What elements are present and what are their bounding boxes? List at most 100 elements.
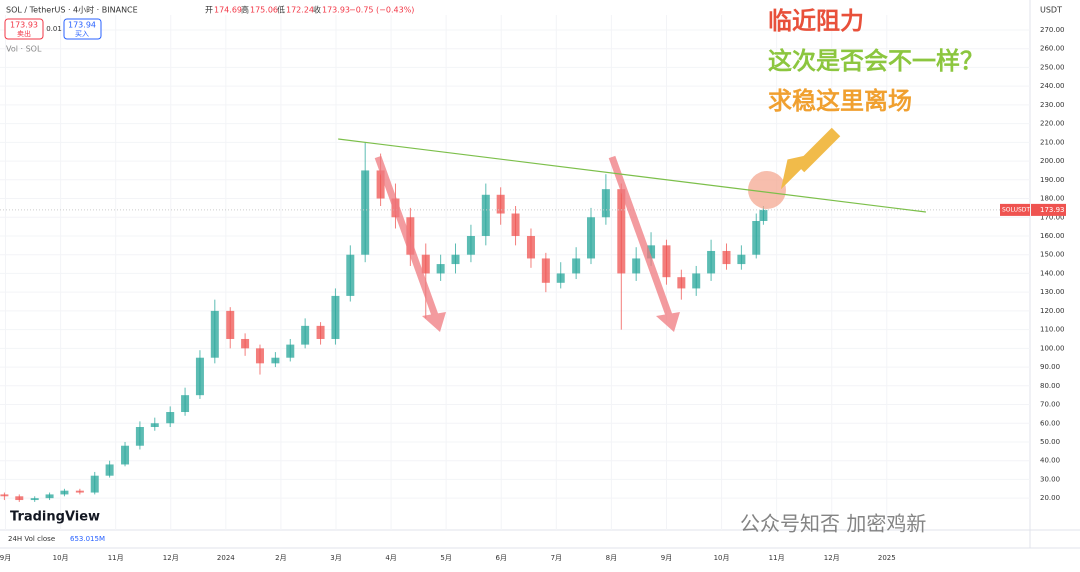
y-tick-label: 250.00	[1040, 63, 1065, 71]
x-tick-label: 2月	[275, 554, 286, 562]
sell-button[interactable]	[4, 18, 44, 40]
y-tick-label: 270.00	[1040, 26, 1065, 34]
candle-body	[210, 310, 219, 358]
candle-body	[759, 209, 768, 221]
candle-body	[541, 258, 550, 283]
ohlc-value: 172.24	[286, 6, 314, 15]
buy-label[interactable]: 买入	[75, 30, 89, 38]
candle-body	[150, 423, 159, 427]
y-tick-label: 140.00	[1040, 269, 1065, 277]
arrow	[780, 127, 841, 190]
buy-button[interactable]	[63, 18, 102, 40]
candle-body	[271, 357, 280, 364]
candle-body	[331, 295, 340, 339]
candle-body	[662, 245, 671, 278]
x-tick-label: 11月	[108, 554, 124, 562]
buy-price[interactable]: 173.94	[68, 21, 96, 30]
candle-body	[316, 325, 325, 339]
x-tick-label: 5月	[440, 554, 451, 562]
candle-body	[241, 338, 250, 349]
x-tick-label: 10月	[714, 554, 730, 562]
y-tick-label: 150.00	[1040, 251, 1065, 259]
candle-body	[587, 217, 596, 259]
x-tick-label: 11月	[769, 554, 785, 562]
candle-body	[60, 490, 69, 495]
candle-body	[361, 170, 370, 255]
y-tick-label: 70.00	[1040, 401, 1060, 409]
x-tick-label: 9月	[0, 554, 11, 562]
y-tick-label: 170.00	[1040, 213, 1065, 221]
footer-label: 24H Vol close	[8, 535, 55, 543]
y-tick-label: 230.00	[1040, 101, 1065, 109]
candle-body	[30, 498, 39, 501]
candle-body	[572, 258, 581, 274]
candle-body	[166, 412, 175, 424]
price-tag-box	[1031, 203, 1066, 216]
price-tag-value: 173.93	[1040, 206, 1065, 214]
candle-body	[707, 250, 716, 274]
x-tick-label: 9月	[661, 554, 672, 562]
candle-body	[511, 213, 520, 236]
change: −0.75 (−0.43%)	[349, 6, 414, 15]
candle-body	[45, 494, 54, 499]
candle-body	[617, 189, 626, 274]
y-tick-label: 240.00	[1040, 82, 1065, 90]
candle-body	[376, 170, 385, 199]
candle-body	[75, 490, 84, 493]
arrow	[374, 155, 680, 332]
watermark: 公众号知否 加密鸡新	[740, 512, 926, 536]
candle-body	[346, 254, 355, 296]
candle-body	[481, 194, 490, 236]
candle-body	[105, 464, 114, 476]
candle-body	[526, 235, 535, 259]
footer-value: 653.015M	[70, 535, 105, 543]
x-tick-label: 4月	[385, 554, 396, 562]
y-tick-label: 20.00	[1040, 494, 1060, 502]
candle-body	[601, 189, 610, 218]
y-tick-label: 210.00	[1040, 138, 1065, 146]
x-tick-label: 7月	[551, 554, 562, 562]
annotation: 临近阻力	[768, 7, 864, 35]
ohlc-value: 173.93	[322, 6, 350, 15]
candle-body	[556, 273, 565, 283]
candle-body	[436, 264, 445, 274]
candle-body	[286, 344, 295, 358]
candle-body	[195, 357, 204, 396]
y-tick-label: 260.00	[1040, 45, 1065, 53]
candle-body	[135, 427, 144, 446]
y-tick-label: 30.00	[1040, 475, 1060, 483]
candle-body	[737, 254, 746, 265]
x-tick-label: 12月	[163, 554, 179, 562]
candle-body	[692, 273, 701, 289]
y-tick-label: 190.00	[1040, 176, 1065, 184]
ohlc-label: 收	[313, 5, 321, 15]
candle-body	[406, 217, 415, 255]
y-tick-label: 130.00	[1040, 288, 1065, 296]
y-tick-label: 60.00	[1040, 419, 1060, 427]
x-tick-label: 10月	[53, 554, 69, 562]
y-tick-label: 40.00	[1040, 457, 1060, 465]
x-tick-label: 2025	[878, 554, 896, 562]
sell-label[interactable]: 卖出	[17, 29, 31, 38]
volume-label: Vol · SOL	[6, 45, 42, 54]
candle-body	[677, 277, 686, 289]
y-tick-label: 80.00	[1040, 382, 1060, 390]
candle-body	[647, 245, 656, 259]
price-tag-name: SOLUSDT	[1002, 206, 1030, 213]
currency: USDT	[1040, 6, 1062, 15]
candle-body	[722, 250, 731, 265]
candle-body	[0, 494, 9, 497]
y-tick-label: 100.00	[1040, 344, 1065, 352]
ohlc-label: 低	[277, 5, 285, 15]
trendline	[338, 138, 926, 213]
candle-body	[752, 221, 761, 255]
y-tick-label: 220.00	[1040, 120, 1065, 128]
symbol: SOL / TetherUS · 4小时 · BINANCE	[6, 5, 138, 15]
candle-body	[301, 325, 310, 345]
highlight-circle	[748, 171, 786, 209]
candle-body	[90, 475, 99, 493]
candle-body	[15, 496, 24, 501]
ohlc-label: 开	[205, 6, 213, 15]
candle-body	[496, 194, 505, 214]
sell-price[interactable]: 173.93	[10, 21, 38, 30]
